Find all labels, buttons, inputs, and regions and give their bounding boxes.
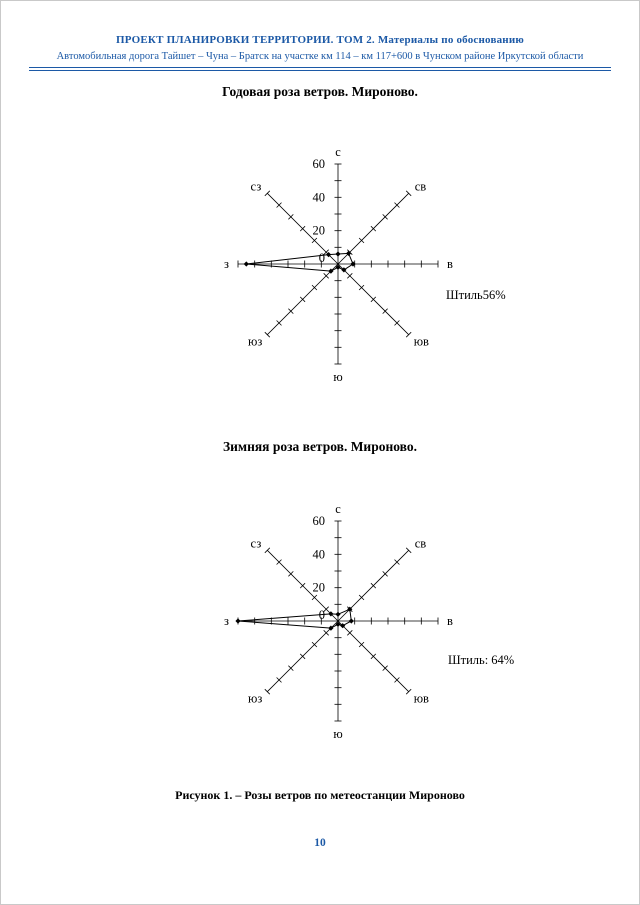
- direction-label-юв: юв: [414, 335, 429, 349]
- document-header-title: ПРОЕКТ ПЛАНИРОВКИ ТЕРРИТОРИИ. ТОМ 2. Мат…: [116, 34, 524, 46]
- figure-caption: Рисунок 1. – Розы ветров по метеостанции…: [175, 788, 465, 802]
- scale-label-20: 20: [313, 224, 326, 238]
- wind-rose-polygon: [246, 252, 354, 272]
- axes: [238, 164, 438, 364]
- direction-label-юв: юв: [414, 692, 429, 706]
- axis-ticks: [237, 163, 439, 365]
- direction-label-сз: сз: [250, 179, 261, 193]
- wind-rose-polygon: [237, 608, 352, 629]
- direction-label-в: в: [447, 614, 453, 628]
- header-divider: [29, 67, 611, 71]
- direction-label-с: с: [335, 502, 341, 516]
- wind-rose-annual-container: с св в юв ю юз з сз 0 20 40 60 Штиль56%: [118, 136, 558, 392]
- direction-label-ю: ю: [333, 727, 342, 741]
- page-number: 10: [314, 837, 326, 849]
- direction-label-юз: юз: [248, 692, 262, 706]
- scale-label-0: 0: [319, 251, 325, 265]
- wind-rose-winter-container: с св в юв ю юз з сз 0 20 40 60 Штиль: 64%: [118, 493, 558, 749]
- axis-labels: с св в юв ю юз з сз 0 20 40 60: [224, 145, 453, 384]
- wind-rose-annual-chart: с св в юв ю юз з сз 0 20 40 60: [224, 145, 453, 384]
- scale-label-40: 40: [313, 547, 326, 561]
- direction-label-юз: юз: [248, 335, 262, 349]
- direction-label-з: з: [224, 257, 229, 271]
- direction-label-сз: сз: [250, 536, 261, 550]
- figure-title-winter: Зимняя роза ветров. Мироново.: [222, 439, 417, 454]
- direction-label-св: св: [415, 536, 427, 550]
- direction-label-с: с: [335, 145, 341, 159]
- figure-title-annual: Годовая роза ветров. Мироново.: [222, 84, 418, 99]
- scale-label-60: 60: [313, 514, 326, 528]
- axes: [238, 521, 438, 721]
- scale-label-60: 60: [313, 157, 326, 171]
- scale-label-20: 20: [313, 581, 326, 595]
- calm-label-winter: Штиль: 64%: [448, 653, 515, 667]
- direction-label-ю: ю: [333, 370, 342, 384]
- scale-label-40: 40: [313, 190, 326, 204]
- direction-label-з: з: [224, 614, 229, 628]
- calm-label-annual: Штиль56%: [446, 288, 506, 302]
- direction-label-св: св: [415, 179, 427, 193]
- direction-label-в: в: [447, 257, 453, 271]
- document-header-subtitle: Автомобильная дорога Тайшет – Чуна – Бра…: [56, 51, 584, 62]
